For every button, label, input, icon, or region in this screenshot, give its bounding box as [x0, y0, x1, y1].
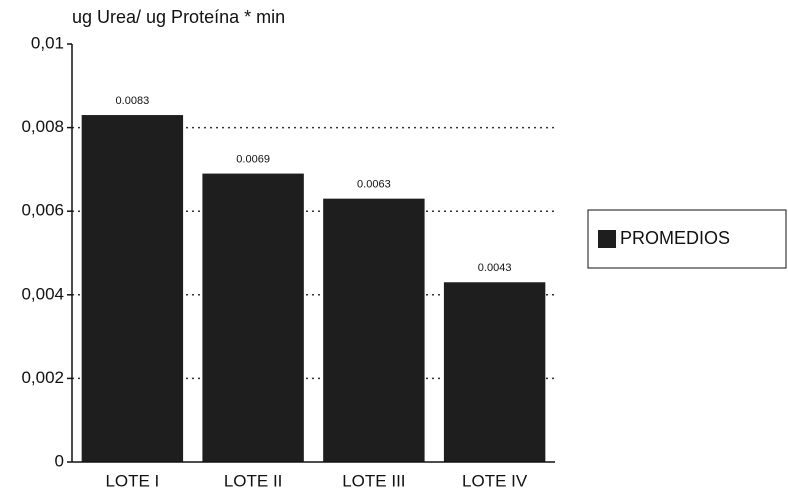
chart-title: ug Urea/ ug Proteína * min — [72, 7, 285, 27]
bar — [202, 173, 304, 462]
x-tick-label: LOTE I — [105, 471, 159, 490]
y-tick-label: 0,002 — [21, 368, 64, 387]
legend-label: PROMEDIOS — [620, 228, 730, 248]
y-tick-label: 0 — [55, 451, 64, 470]
value-label: 0.0069 — [236, 153, 270, 165]
value-label: 0.0083 — [116, 95, 150, 107]
y-tick-label: 0,006 — [21, 201, 64, 220]
bar — [81, 115, 184, 462]
x-tick-label: LOTE III — [342, 471, 405, 490]
legend-box — [587, 209, 787, 269]
x-tick-label: LOTE II — [224, 471, 283, 490]
value-label: 0.0043 — [478, 262, 512, 274]
value-label: 0.0063 — [357, 179, 391, 191]
legend-swatch — [598, 230, 616, 248]
bar — [443, 282, 546, 462]
bar — [323, 198, 425, 462]
y-tick-label: 0,004 — [21, 284, 64, 303]
x-tick-label: LOTE IV — [462, 471, 528, 490]
y-tick-label: 0,01 — [31, 33, 64, 52]
y-tick-label: 0,008 — [21, 117, 64, 136]
